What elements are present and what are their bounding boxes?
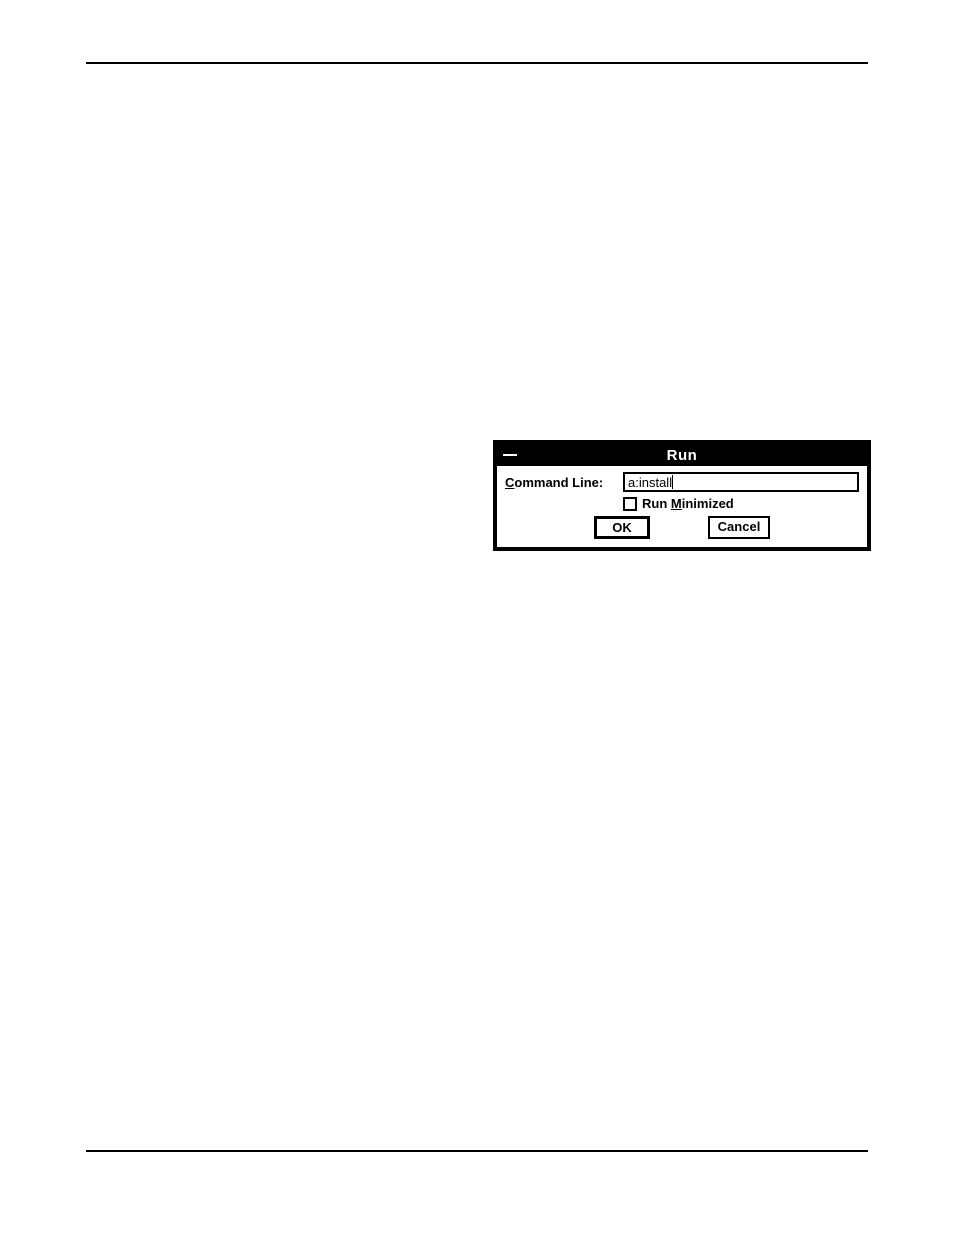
button-row: OK Cancel	[505, 516, 859, 539]
dialog-body: Command Line: a:install Run Minimized OK…	[497, 466, 867, 547]
command-line-row: Command Line: a:install	[505, 472, 859, 492]
dialog-title: Run	[667, 447, 698, 464]
page-top-rule	[86, 62, 868, 64]
titlebar[interactable]: Run	[497, 444, 867, 466]
command-line-value: a:install	[628, 475, 672, 490]
system-menu-icon[interactable]	[497, 444, 523, 466]
command-line-input[interactable]: a:install	[623, 472, 859, 492]
text-caret	[672, 475, 673, 489]
run-dialog: Run Command Line: a:install Run Minimize…	[493, 440, 871, 551]
run-minimized-checkbox[interactable]	[623, 497, 637, 511]
run-minimized-label: Run Minimized	[642, 496, 734, 511]
page-bottom-rule	[86, 1150, 868, 1152]
run-minimized-row: Run Minimized	[505, 496, 859, 511]
command-line-label: Command Line:	[505, 475, 623, 490]
cancel-button[interactable]: Cancel	[708, 516, 770, 539]
ok-button[interactable]: OK	[594, 516, 650, 539]
